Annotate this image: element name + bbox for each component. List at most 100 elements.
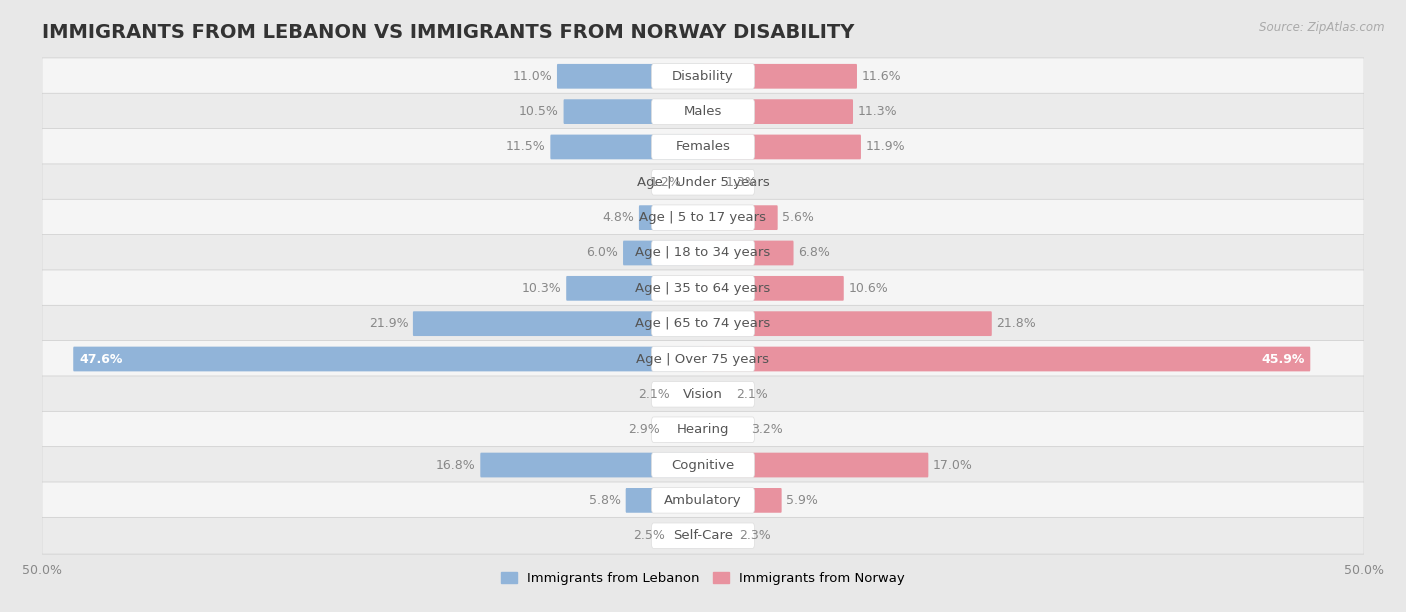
FancyBboxPatch shape — [567, 276, 703, 300]
Text: 11.6%: 11.6% — [862, 70, 901, 83]
Text: 11.0%: 11.0% — [513, 70, 553, 83]
Text: 6.0%: 6.0% — [586, 247, 619, 259]
Text: 2.1%: 2.1% — [638, 388, 669, 401]
Text: Males: Males — [683, 105, 723, 118]
FancyBboxPatch shape — [651, 311, 755, 337]
FancyBboxPatch shape — [42, 411, 1364, 448]
FancyBboxPatch shape — [626, 488, 703, 513]
FancyBboxPatch shape — [703, 417, 747, 442]
FancyBboxPatch shape — [703, 170, 721, 195]
Text: Age | 35 to 64 years: Age | 35 to 64 years — [636, 282, 770, 295]
FancyBboxPatch shape — [651, 99, 755, 124]
Text: 2.9%: 2.9% — [627, 423, 659, 436]
Text: 5.6%: 5.6% — [782, 211, 814, 224]
FancyBboxPatch shape — [413, 312, 703, 336]
FancyBboxPatch shape — [42, 129, 1364, 165]
FancyBboxPatch shape — [42, 58, 1364, 95]
Text: 21.9%: 21.9% — [368, 317, 408, 330]
FancyBboxPatch shape — [42, 305, 1364, 342]
FancyBboxPatch shape — [73, 346, 703, 371]
Text: IMMIGRANTS FROM LEBANON VS IMMIGRANTS FROM NORWAY DISABILITY: IMMIGRANTS FROM LEBANON VS IMMIGRANTS FR… — [42, 23, 855, 42]
Text: Source: ZipAtlas.com: Source: ZipAtlas.com — [1260, 21, 1385, 34]
Text: Females: Females — [675, 141, 731, 154]
Text: Vision: Vision — [683, 388, 723, 401]
FancyBboxPatch shape — [703, 205, 778, 230]
Legend: Immigrants from Lebanon, Immigrants from Norway: Immigrants from Lebanon, Immigrants from… — [495, 567, 911, 591]
Text: 47.6%: 47.6% — [79, 353, 122, 365]
Text: 10.3%: 10.3% — [522, 282, 561, 295]
FancyBboxPatch shape — [651, 452, 755, 478]
FancyBboxPatch shape — [651, 417, 755, 442]
FancyBboxPatch shape — [703, 64, 858, 89]
FancyBboxPatch shape — [703, 382, 731, 407]
FancyBboxPatch shape — [651, 382, 755, 407]
Text: 1.3%: 1.3% — [725, 176, 758, 189]
Text: Cognitive: Cognitive — [672, 458, 734, 471]
FancyBboxPatch shape — [703, 346, 1310, 371]
FancyBboxPatch shape — [42, 517, 1364, 554]
FancyBboxPatch shape — [638, 205, 703, 230]
Text: 4.8%: 4.8% — [602, 211, 634, 224]
FancyBboxPatch shape — [42, 200, 1364, 236]
FancyBboxPatch shape — [669, 523, 703, 548]
FancyBboxPatch shape — [550, 135, 703, 159]
FancyBboxPatch shape — [664, 417, 703, 442]
Text: 2.5%: 2.5% — [633, 529, 665, 542]
FancyBboxPatch shape — [42, 341, 1364, 378]
FancyBboxPatch shape — [651, 64, 755, 89]
Text: Age | Under 5 years: Age | Under 5 years — [637, 176, 769, 189]
FancyBboxPatch shape — [686, 170, 703, 195]
Text: 10.5%: 10.5% — [519, 105, 560, 118]
Text: 2.1%: 2.1% — [737, 388, 768, 401]
FancyBboxPatch shape — [42, 93, 1364, 130]
FancyBboxPatch shape — [703, 312, 991, 336]
FancyBboxPatch shape — [651, 275, 755, 301]
Text: 5.8%: 5.8% — [589, 494, 621, 507]
Text: Age | 65 to 74 years: Age | 65 to 74 years — [636, 317, 770, 330]
FancyBboxPatch shape — [703, 241, 793, 266]
FancyBboxPatch shape — [675, 382, 703, 407]
FancyBboxPatch shape — [557, 64, 703, 89]
Text: 2.3%: 2.3% — [738, 529, 770, 542]
FancyBboxPatch shape — [42, 447, 1364, 483]
FancyBboxPatch shape — [42, 270, 1364, 307]
FancyBboxPatch shape — [703, 276, 844, 300]
Text: 17.0%: 17.0% — [934, 458, 973, 471]
Text: 10.6%: 10.6% — [848, 282, 889, 295]
FancyBboxPatch shape — [651, 205, 755, 230]
FancyBboxPatch shape — [703, 453, 928, 477]
FancyBboxPatch shape — [703, 135, 860, 159]
Text: 11.3%: 11.3% — [858, 105, 897, 118]
FancyBboxPatch shape — [651, 241, 755, 266]
Text: 5.9%: 5.9% — [786, 494, 818, 507]
FancyBboxPatch shape — [703, 488, 782, 513]
FancyBboxPatch shape — [42, 482, 1364, 519]
FancyBboxPatch shape — [42, 234, 1364, 271]
Text: 3.2%: 3.2% — [751, 423, 782, 436]
Text: Disability: Disability — [672, 70, 734, 83]
FancyBboxPatch shape — [703, 523, 734, 548]
Text: 11.9%: 11.9% — [866, 141, 905, 154]
Text: Age | Over 75 years: Age | Over 75 years — [637, 353, 769, 365]
Text: Ambulatory: Ambulatory — [664, 494, 742, 507]
FancyBboxPatch shape — [623, 241, 703, 266]
Text: 16.8%: 16.8% — [436, 458, 475, 471]
FancyBboxPatch shape — [42, 376, 1364, 412]
FancyBboxPatch shape — [651, 488, 755, 513]
FancyBboxPatch shape — [651, 523, 755, 548]
Text: 11.5%: 11.5% — [506, 141, 546, 154]
FancyBboxPatch shape — [651, 170, 755, 195]
FancyBboxPatch shape — [651, 134, 755, 160]
Text: 21.8%: 21.8% — [997, 317, 1036, 330]
FancyBboxPatch shape — [564, 99, 703, 124]
Text: Age | 18 to 34 years: Age | 18 to 34 years — [636, 247, 770, 259]
FancyBboxPatch shape — [703, 99, 853, 124]
Text: 6.8%: 6.8% — [799, 247, 830, 259]
FancyBboxPatch shape — [42, 164, 1364, 201]
Text: 45.9%: 45.9% — [1261, 353, 1305, 365]
Text: Self-Care: Self-Care — [673, 529, 733, 542]
FancyBboxPatch shape — [481, 453, 703, 477]
Text: Age | 5 to 17 years: Age | 5 to 17 years — [640, 211, 766, 224]
FancyBboxPatch shape — [651, 346, 755, 371]
Text: 1.2%: 1.2% — [650, 176, 682, 189]
